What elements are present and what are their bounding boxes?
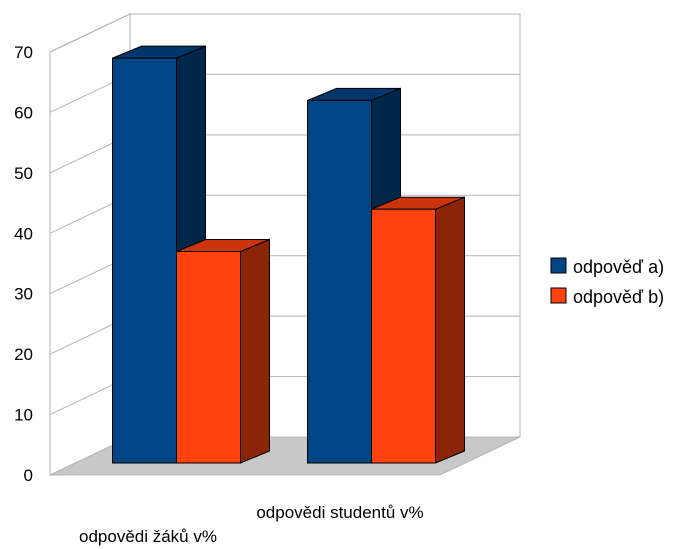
x-category-label: odpovědi studentů v%	[256, 503, 423, 522]
y-axis: 0 10 20 30 40 50 60 70	[14, 43, 33, 485]
legend: odpověď a) odpověď b)	[550, 257, 664, 307]
legend-swatch	[550, 257, 567, 274]
bar-front	[307, 99, 372, 464]
bar-front	[371, 208, 436, 464]
bar-front	[176, 251, 241, 464]
legend-label: odpověď a)	[573, 257, 664, 277]
bar	[176, 238, 270, 464]
legend-label: odpověď b)	[573, 287, 664, 307]
x-category-label: odpovědi žáků v%	[79, 527, 217, 546]
legend-swatch	[550, 287, 567, 304]
y-tick-label: 20	[14, 345, 33, 364]
bars	[112, 45, 465, 464]
y-tick-label: 50	[14, 164, 33, 183]
bar-side	[435, 196, 465, 464]
y-tick-label: 40	[14, 224, 33, 243]
bar-front	[112, 57, 177, 464]
legend-item: odpověď b)	[550, 287, 664, 307]
y-tick-label: 0	[24, 466, 33, 485]
y-tick-label: 10	[14, 406, 33, 425]
y-tick-label: 60	[14, 103, 33, 122]
legend-item: odpověď a)	[550, 257, 664, 277]
y-tick-label: 70	[14, 43, 33, 62]
bar-side	[240, 238, 270, 464]
gridline-side	[49, 13, 131, 53]
x-axis-labels: odpovědi žáků v% odpovědi studentů v%	[79, 503, 424, 546]
y-tick-label: 30	[14, 285, 33, 304]
bar	[371, 196, 465, 464]
